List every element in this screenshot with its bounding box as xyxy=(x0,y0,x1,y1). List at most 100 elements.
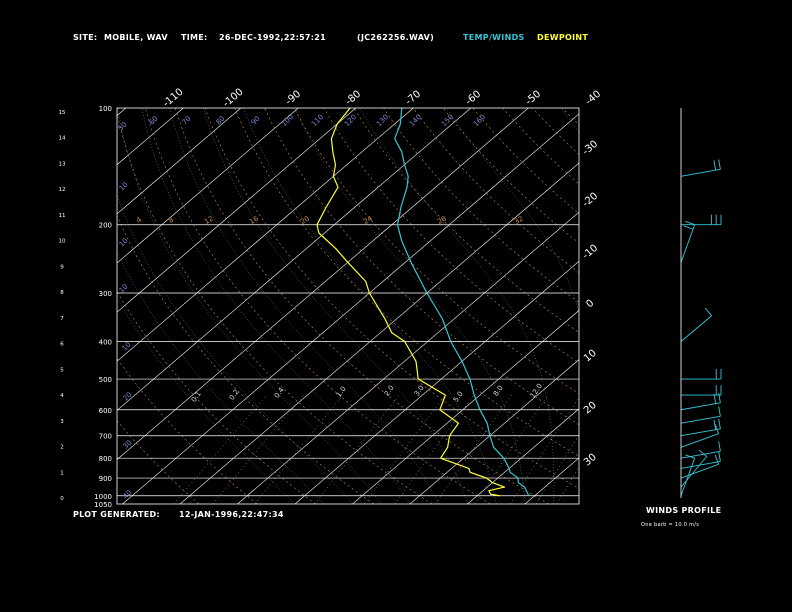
wind-barb-flag xyxy=(718,159,721,170)
pressure-tick-label: 100 xyxy=(99,105,112,113)
height-tick-label: 13 xyxy=(59,161,66,167)
wind-barb-flag xyxy=(718,392,721,403)
mixing-ratio-line xyxy=(364,394,446,504)
dry-adiabat-line xyxy=(145,108,491,504)
moist-adiabat-line xyxy=(117,297,296,504)
isotherm-line xyxy=(352,310,579,504)
dry-adiabat-label: 4 xyxy=(135,215,143,224)
dry-adiabat-line xyxy=(592,108,792,504)
pressure-tick-label: 300 xyxy=(99,290,112,298)
wind-barb-shaft xyxy=(680,458,696,496)
isotherm-line xyxy=(755,108,792,504)
moist-adiabat-label: 140 xyxy=(408,113,423,128)
isotherm-line xyxy=(640,108,792,504)
plot-generated-label: PLOT GENERATED: xyxy=(73,510,160,519)
isotherm-line xyxy=(117,108,472,411)
moist-adiabat-line xyxy=(445,108,579,314)
wind-barb-shaft xyxy=(680,450,721,459)
wind-barb xyxy=(681,214,722,226)
pressure-tick-label: 1000 xyxy=(94,493,112,501)
isotherm-line xyxy=(0,108,11,504)
height-tick-label: 0 xyxy=(60,496,64,502)
temperature-tick-label: -30 xyxy=(581,139,601,158)
winds-barb-note: One barb = 10.0 m/s xyxy=(641,522,700,528)
moist-adiabat-label: 10 xyxy=(121,341,133,353)
dry-adiabat-line xyxy=(323,108,579,364)
pressure-tick-label: 900 xyxy=(99,475,112,483)
moist-adiabat-line xyxy=(202,108,468,504)
wind-barb xyxy=(680,449,708,488)
temperature-tick-label: -50 xyxy=(524,89,544,108)
dry-adiabat-label: 16 xyxy=(248,214,260,226)
isotherm-line xyxy=(698,108,792,504)
moist-adiabat-line xyxy=(169,108,440,504)
plot-generated-value: 12-JAN-1996,22:47:34 xyxy=(179,510,284,519)
dry-adiabat-line xyxy=(651,108,792,504)
moist-adiabat-line xyxy=(141,108,411,504)
wind-barb xyxy=(681,369,722,380)
wind-barb-shaft xyxy=(680,463,719,479)
file-id: (JC262256.WAV) xyxy=(357,33,435,42)
temperature-tick-label: 10 xyxy=(582,348,599,365)
dry-adiabat-line xyxy=(117,420,199,504)
moist-adiabat-label: 100 xyxy=(280,113,295,128)
wind-barb xyxy=(681,385,722,396)
height-tick-label: 8 xyxy=(60,290,64,296)
moist-adiabat-line xyxy=(117,108,382,504)
pressure-tick-label: 200 xyxy=(99,222,112,230)
mixing-ratio-label: 5.0 xyxy=(452,390,465,404)
isotherm-line xyxy=(237,211,579,504)
dry-adiabat-label: 24 xyxy=(362,214,374,226)
dry-adiabat-line xyxy=(532,108,579,155)
wind-barb xyxy=(680,159,721,177)
moist-adiabat-label: 90 xyxy=(250,115,262,127)
wind-barb-shaft xyxy=(680,433,719,448)
moist-adiabat-label: 130 xyxy=(375,113,390,128)
mixing-ratio-label: 0.1 xyxy=(190,390,203,404)
mixing-ratio-line xyxy=(173,394,267,504)
moist-adiabat-label: 40 xyxy=(122,489,134,501)
temperature-tick-label: -10 xyxy=(581,243,601,262)
wind-barb-shaft xyxy=(680,168,721,177)
wind-barb-flag xyxy=(714,454,720,465)
isotherm-line xyxy=(117,108,414,362)
temperature-profile-line xyxy=(394,108,530,497)
temperature-tick-label: 30 xyxy=(582,452,599,469)
wind-barb-shaft xyxy=(680,315,712,342)
mixing-ratio-line xyxy=(509,397,579,504)
dry-adiabat-line xyxy=(117,357,258,504)
height-tick-label: 1 xyxy=(60,470,64,476)
mixing-ratio-line xyxy=(535,434,579,504)
mixing-ratio-line xyxy=(314,394,400,504)
wind-barb-flag xyxy=(685,220,695,226)
moist-adiabat-label: 10 xyxy=(118,237,130,249)
height-tick-label: 12 xyxy=(59,187,66,193)
dry-adiabat-line xyxy=(502,108,579,185)
isotherm-line xyxy=(117,108,299,264)
pressure-tick-label: 500 xyxy=(99,376,112,384)
isotherm-line xyxy=(122,113,579,504)
pressure-tick-label: 1050 xyxy=(94,501,112,509)
height-tick-label: 4 xyxy=(60,393,64,399)
dry-adiabat-line xyxy=(294,108,579,394)
isotherm-line xyxy=(117,108,529,460)
moist-adiabat-label: 60 xyxy=(148,115,160,127)
wind-barb xyxy=(680,418,721,437)
temperature-tick-label: -80 xyxy=(344,89,364,108)
wind-barb-flag xyxy=(718,418,721,429)
time-label: TIME: xyxy=(181,33,208,42)
temperature-tick-label: -40 xyxy=(584,89,604,108)
temp-winds-legend: TEMP/WINDS xyxy=(463,33,525,42)
wind-barb-shaft xyxy=(680,415,721,424)
dry-adiabat-label: 32 xyxy=(513,215,525,226)
moist-adiabat-label: 30 xyxy=(122,439,134,451)
temperature-tick-label: -70 xyxy=(404,89,424,108)
pressure-tick-label: 800 xyxy=(99,455,112,463)
moist-adiabat-label: 10 xyxy=(118,283,130,295)
dewpoint-profile-line xyxy=(316,108,506,497)
dry-adiabat-line xyxy=(353,108,579,333)
wind-barb-flag xyxy=(713,160,717,171)
wind-barb-shaft xyxy=(680,456,708,488)
height-tick-label: 7 xyxy=(60,316,64,322)
